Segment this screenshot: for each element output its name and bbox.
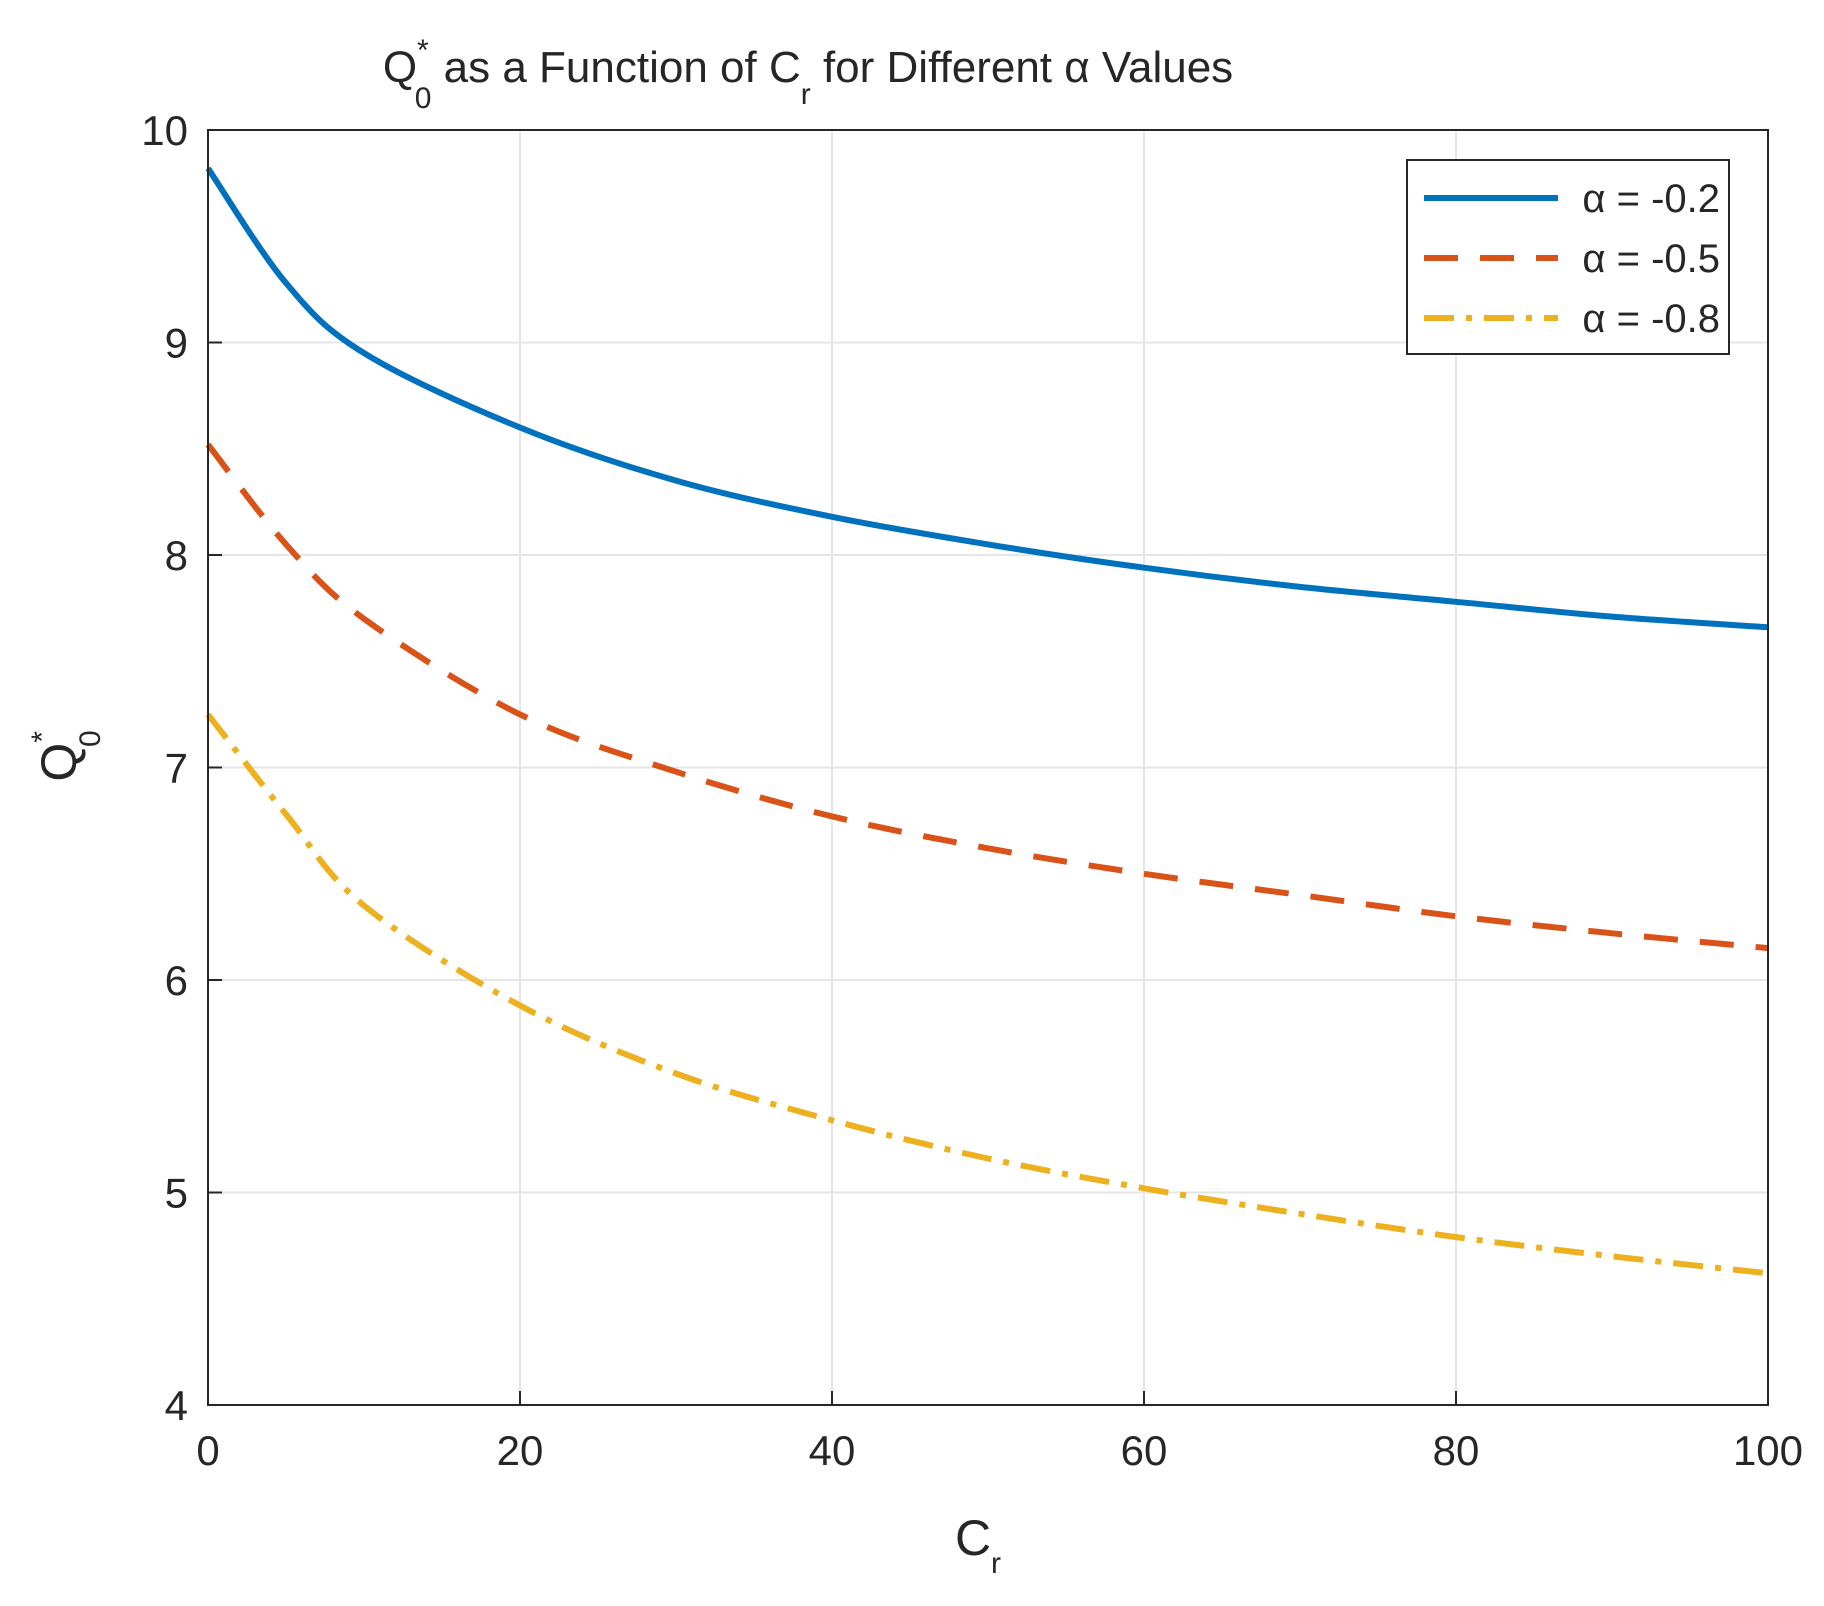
title-end: for Different α Values [811, 43, 1233, 92]
x-tick-label: 0 [196, 1427, 219, 1474]
title-sub: 0 [415, 82, 432, 115]
chart-title: Q* 0 as a Function of Cr for Different α … [383, 34, 1233, 115]
xlabel-main: C [955, 1510, 991, 1566]
y-tick-label: 5 [165, 1170, 188, 1217]
legend-box [1406, 159, 1730, 355]
y-tick-label: 10 [141, 107, 188, 154]
title-main: Q [383, 43, 417, 92]
series-line-3 [205, 712, 1769, 1277]
ylabel-main: Q [31, 743, 87, 782]
tick-marks [207, 129, 1769, 1406]
ylabel-sub: 0 [74, 730, 107, 747]
y-tick-labels: 4 5 6 7 8 9 10 [141, 107, 188, 1429]
legend-label-1: α = -0.2 [1582, 177, 1720, 221]
legend-label-3: α = -0.8 [1582, 297, 1720, 341]
y-tick-label: 8 [165, 532, 188, 579]
title-mid: as a Function of C [431, 43, 800, 92]
y-tick-label: 4 [165, 1382, 188, 1429]
title-sup: * [417, 34, 429, 67]
series-line-2 [205, 442, 1769, 952]
y-axis-label: Q* 0 [26, 730, 107, 781]
legend: α = -0.2 α = -0.5 α = -0.8 [1406, 159, 1730, 355]
legend-label-2: α = -0.5 [1582, 237, 1720, 281]
x-tick-label: 60 [1121, 1427, 1168, 1474]
series-lines [205, 166, 1769, 1277]
series-line-1 [205, 166, 1769, 631]
x-tick-label: 20 [497, 1427, 544, 1474]
x-axis-label: Cr [955, 1510, 1001, 1580]
y-tick-label: 7 [165, 745, 188, 792]
title-sub2: r [801, 78, 811, 111]
xlabel-sub: r [991, 1547, 1001, 1580]
y-tick-label: 6 [165, 957, 188, 1004]
ylabel-sup: * [26, 731, 59, 743]
x-tick-labels: 0 20 40 60 80 100 [196, 1427, 1803, 1474]
x-tick-label: 40 [809, 1427, 856, 1474]
x-tick-label: 80 [1433, 1427, 1480, 1474]
x-tick-label: 100 [1733, 1427, 1803, 1474]
y-tick-label: 9 [165, 320, 188, 367]
